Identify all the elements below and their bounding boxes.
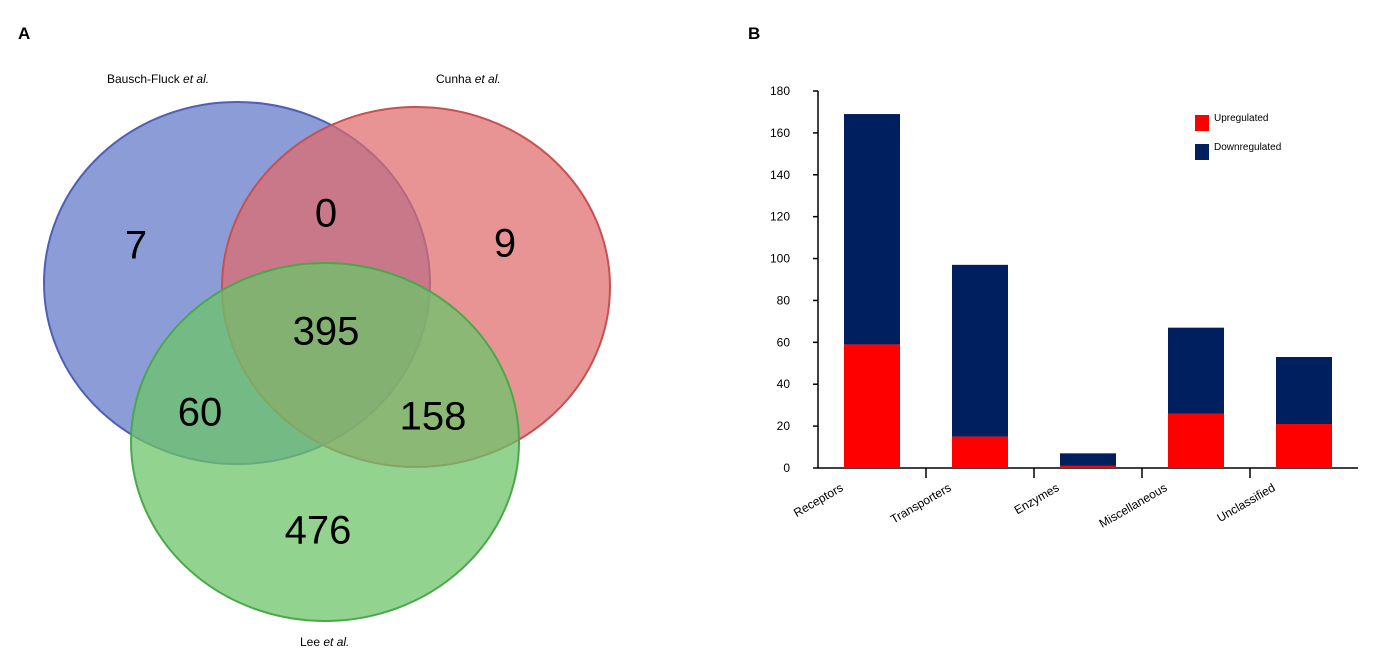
y-tick-label: 180	[770, 84, 790, 98]
x-tick-label: Transporters	[888, 480, 954, 526]
y-tick-label: 60	[777, 335, 791, 349]
bar-downregulated-receptors	[844, 114, 900, 345]
venn-count-only-cunha: 9	[493, 221, 517, 266]
bar-downregulated-unclassified	[1276, 356, 1332, 425]
y-tick-label: 120	[770, 210, 790, 224]
venn-count-cunha-lee: 158	[399, 394, 467, 439]
legend-label: Downregulated	[1214, 142, 1281, 153]
x-tick-label: Receptors	[791, 480, 845, 519]
y-tick-label: 0	[783, 461, 790, 475]
venn-diagram	[43, 101, 611, 622]
bar-downregulated-enzymes	[1060, 453, 1116, 466]
legend-swatch	[1195, 144, 1209, 160]
y-tick-label: 80	[777, 293, 791, 307]
venn-count-only-lee: 476	[284, 508, 352, 553]
y-tick-label: 140	[770, 168, 790, 182]
y-tick-label: 160	[770, 126, 790, 140]
x-tick-label: Unclassified	[1214, 480, 1277, 524]
bar-upregulated-miscellaneous	[1168, 413, 1224, 468]
stacked-bar-chart: 0 20 40 60 80 100 120 140 160 180 Receptors Transpo…	[770, 84, 1358, 531]
venn-count-bausch-cunha: 0	[314, 191, 338, 236]
bar-upregulated-enzymes	[1060, 465, 1116, 468]
y-tick-label: 100	[770, 252, 790, 266]
venn-label-cunha: Cunha et al.	[436, 72, 501, 86]
panel-label-a: A	[18, 24, 31, 43]
bar-downregulated-miscellaneous	[1168, 327, 1224, 414]
venn-count-only-bausch: 7	[124, 223, 148, 268]
legend-label: Upregulated	[1214, 113, 1268, 124]
legend-swatch	[1195, 115, 1209, 131]
venn-circle-lee	[130, 262, 520, 622]
bar-upregulated-unclassified	[1276, 424, 1332, 468]
y-tick-label: 20	[777, 419, 791, 433]
venn-count-all-three: 395	[292, 309, 360, 354]
bar-upregulated-receptors	[844, 344, 900, 468]
bar-upregulated-transporters	[952, 436, 1008, 468]
y-tick-label: 40	[777, 377, 791, 391]
x-tick-label: Miscellaneous	[1097, 480, 1170, 530]
x-tick-label: Enzymes	[1012, 480, 1062, 517]
venn-count-bausch-lee: 60	[177, 390, 223, 435]
bar-downregulated-transporters	[952, 264, 1008, 437]
panel-label-b: B	[748, 24, 761, 43]
venn-label-lee: Lee et al.	[300, 635, 350, 649]
venn-label-bausch-fluck: Bausch-Fluck et al.	[107, 72, 210, 86]
